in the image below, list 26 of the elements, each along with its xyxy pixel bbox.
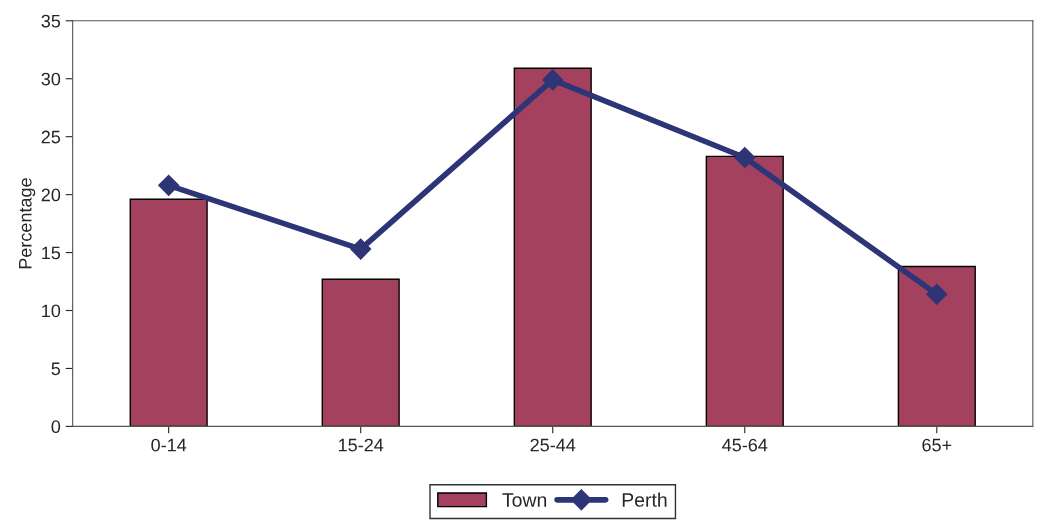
bar (705, 155, 784, 427)
legend-label: Perth (622, 492, 667, 507)
y-tick-label: 35 (41, 14, 61, 28)
y-tick-label: 25 (41, 130, 61, 144)
y-tick-label: 20 (41, 188, 61, 202)
x-tick-label: 0-14 (151, 438, 187, 452)
y-tick-label: 5 (51, 362, 61, 376)
x-tick-label: 25-44 (530, 438, 576, 452)
point (350, 238, 372, 260)
y-axis-title: Percentage (19, 178, 36, 269)
y-tick-label: 15 (42, 246, 61, 260)
bar (897, 265, 976, 427)
x-tick-label: 15-24 (338, 438, 384, 452)
y-tick-label: 30 (41, 72, 61, 86)
bar (321, 278, 400, 427)
y-tick-label: 0 (51, 420, 61, 434)
legend-label: Town (502, 493, 547, 507)
x-tick-label: 65+ (922, 438, 952, 452)
point (158, 174, 180, 196)
y-tick-label: 10 (42, 304, 61, 318)
bar (129, 198, 208, 427)
bar (513, 67, 592, 427)
point (926, 283, 948, 305)
point (734, 147, 756, 169)
x-tick-label: 45-64 (722, 438, 768, 452)
point (542, 69, 564, 91)
